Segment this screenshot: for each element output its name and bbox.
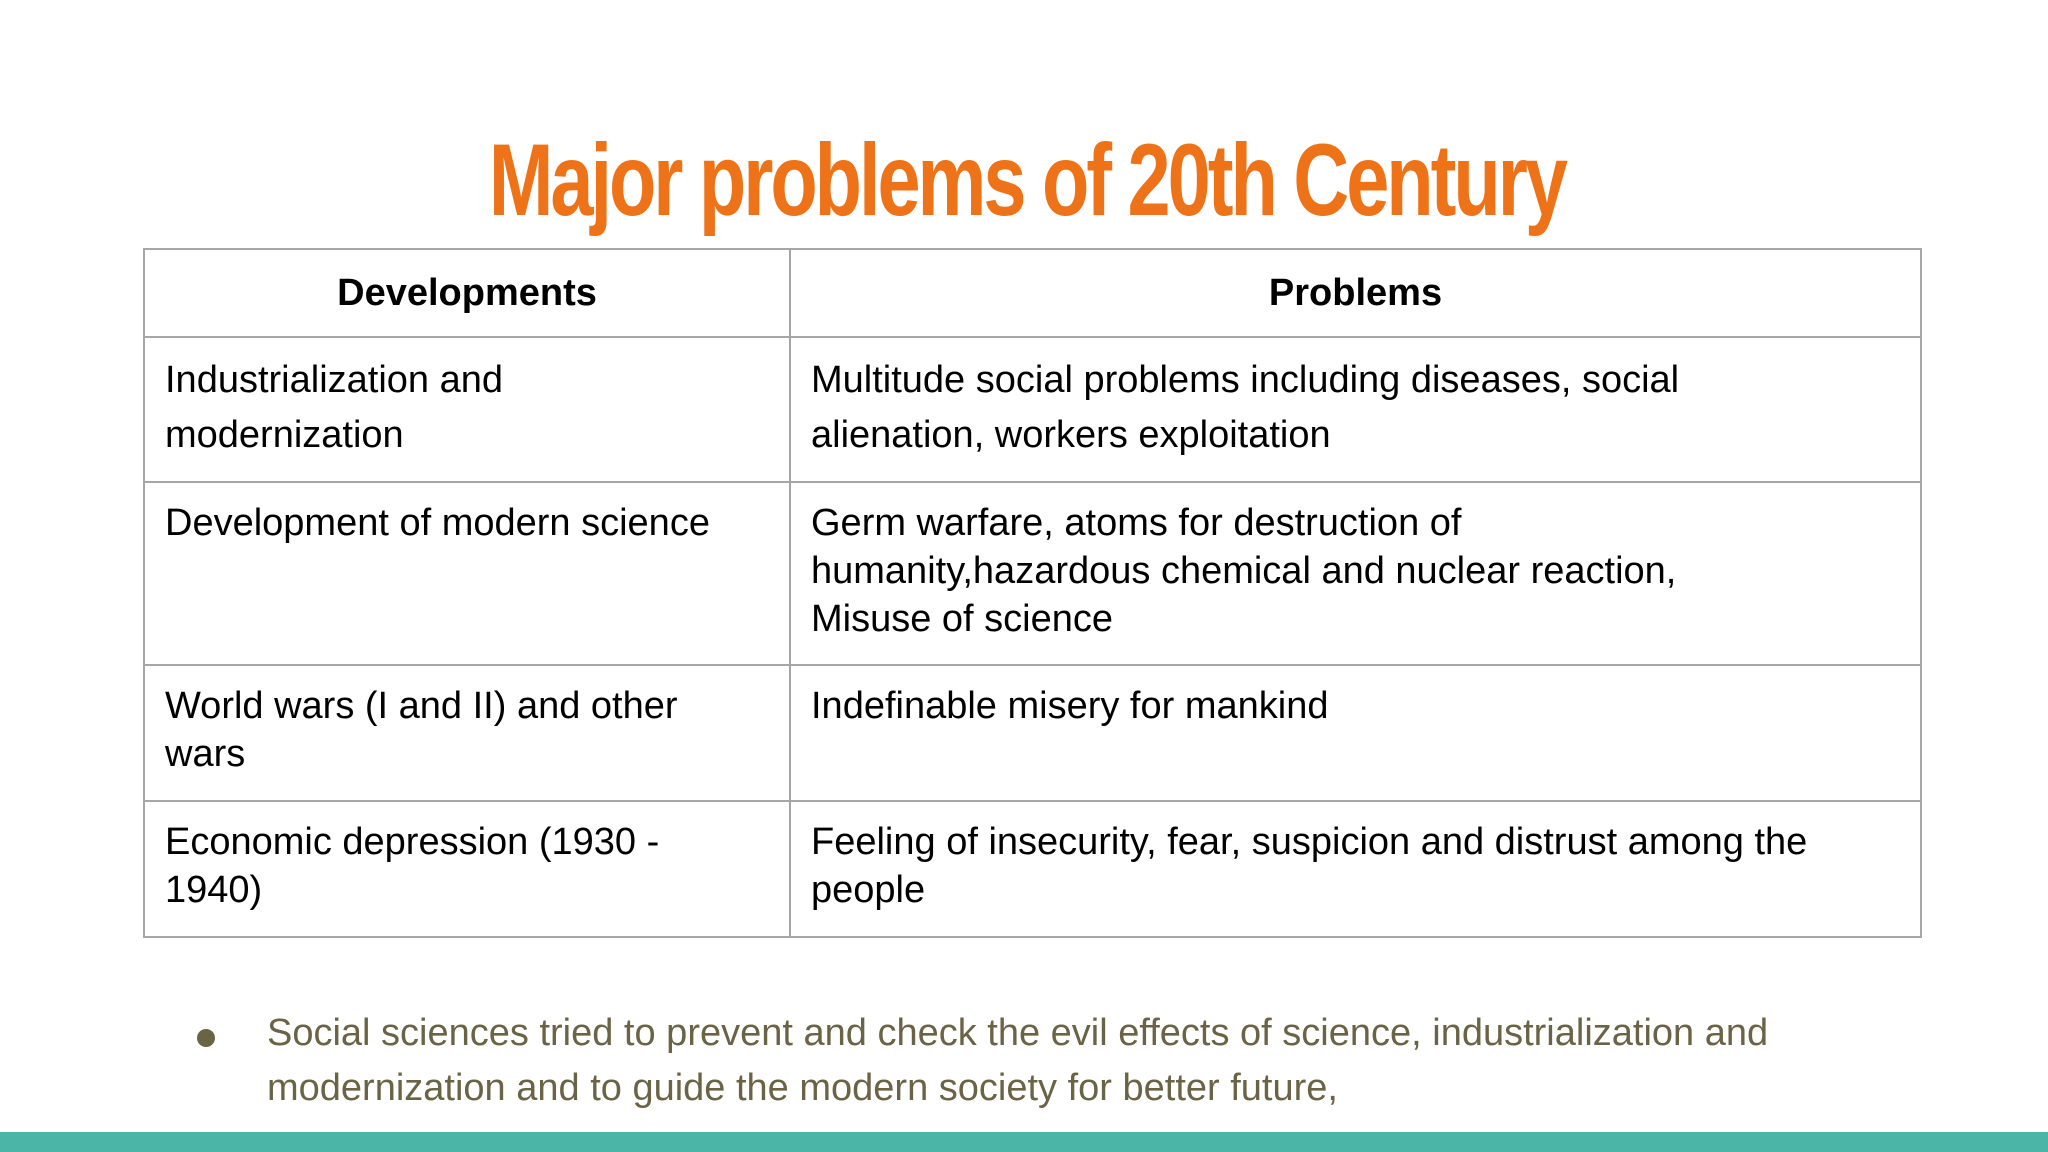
table-row: Industrialization and modernization Mult… xyxy=(143,336,1922,483)
problem-cell: Feeling of insecurity, fear, suspicion a… xyxy=(789,800,1922,938)
cell-line: alienation, workers exploitation xyxy=(811,414,1331,456)
cell-line: Indefinable misery for mankind xyxy=(811,685,1329,727)
slide-title: Major problems of 20th Century xyxy=(488,123,1568,237)
table-row: Economic depression (1930 - 1940) Feelin… xyxy=(143,800,1922,938)
cell-line: humanity,hazardous chemical and nuclear … xyxy=(811,550,1677,592)
bottom-accent-bar xyxy=(0,1132,2048,1152)
bullet-dot-icon xyxy=(197,1029,215,1047)
cell-line: 1940) xyxy=(165,869,263,911)
problem-cell: Multitude social problems including dise… xyxy=(789,336,1922,483)
cell-line: Feeling of insecurity, fear, suspicion a… xyxy=(811,821,1808,863)
development-cell: Economic depression (1930 - 1940) xyxy=(143,800,791,938)
table-header-row: Developments Problems xyxy=(143,248,1922,338)
cell-line: people xyxy=(811,869,926,911)
cell-line: World wars (I and II) and other xyxy=(165,685,678,727)
cell-line: modernization xyxy=(165,414,404,456)
development-cell: World wars (I and II) and other wars xyxy=(143,664,791,802)
cell-line: Misuse of science xyxy=(811,598,1114,640)
bullet-line: Social sciences tried to prevent and che… xyxy=(267,1012,1769,1054)
cell-line: Industrialization and xyxy=(165,359,503,401)
bullet-item: Social sciences tried to prevent and che… xyxy=(195,1006,1895,1116)
header-developments: Developments xyxy=(143,248,791,338)
bullet-line: modernization and to guide the modern so… xyxy=(267,1067,1338,1109)
bullet-list: Social sciences tried to prevent and che… xyxy=(195,1006,1895,1116)
cell-line: Germ warfare, atoms for destruction of xyxy=(811,502,1462,544)
development-cell: Industrialization and modernization xyxy=(143,336,791,483)
cell-line: Economic depression (1930 - xyxy=(165,821,660,863)
table-row: Development of modern science Germ warfa… xyxy=(143,481,1922,666)
cell-line: Development of modern science xyxy=(165,502,710,544)
problem-cell: Indefinable misery for mankind xyxy=(789,664,1922,802)
cell-line: wars xyxy=(165,733,246,775)
header-problems: Problems xyxy=(789,248,1922,338)
cell-line: Multitude social problems including dise… xyxy=(811,359,1680,401)
development-cell: Development of modern science xyxy=(143,481,791,666)
problems-table: Developments Problems Industrialization … xyxy=(143,248,1922,938)
table-row: World wars (I and II) and other wars Ind… xyxy=(143,664,1922,802)
problem-cell: Germ warfare, atoms for destruction of h… xyxy=(789,481,1922,666)
